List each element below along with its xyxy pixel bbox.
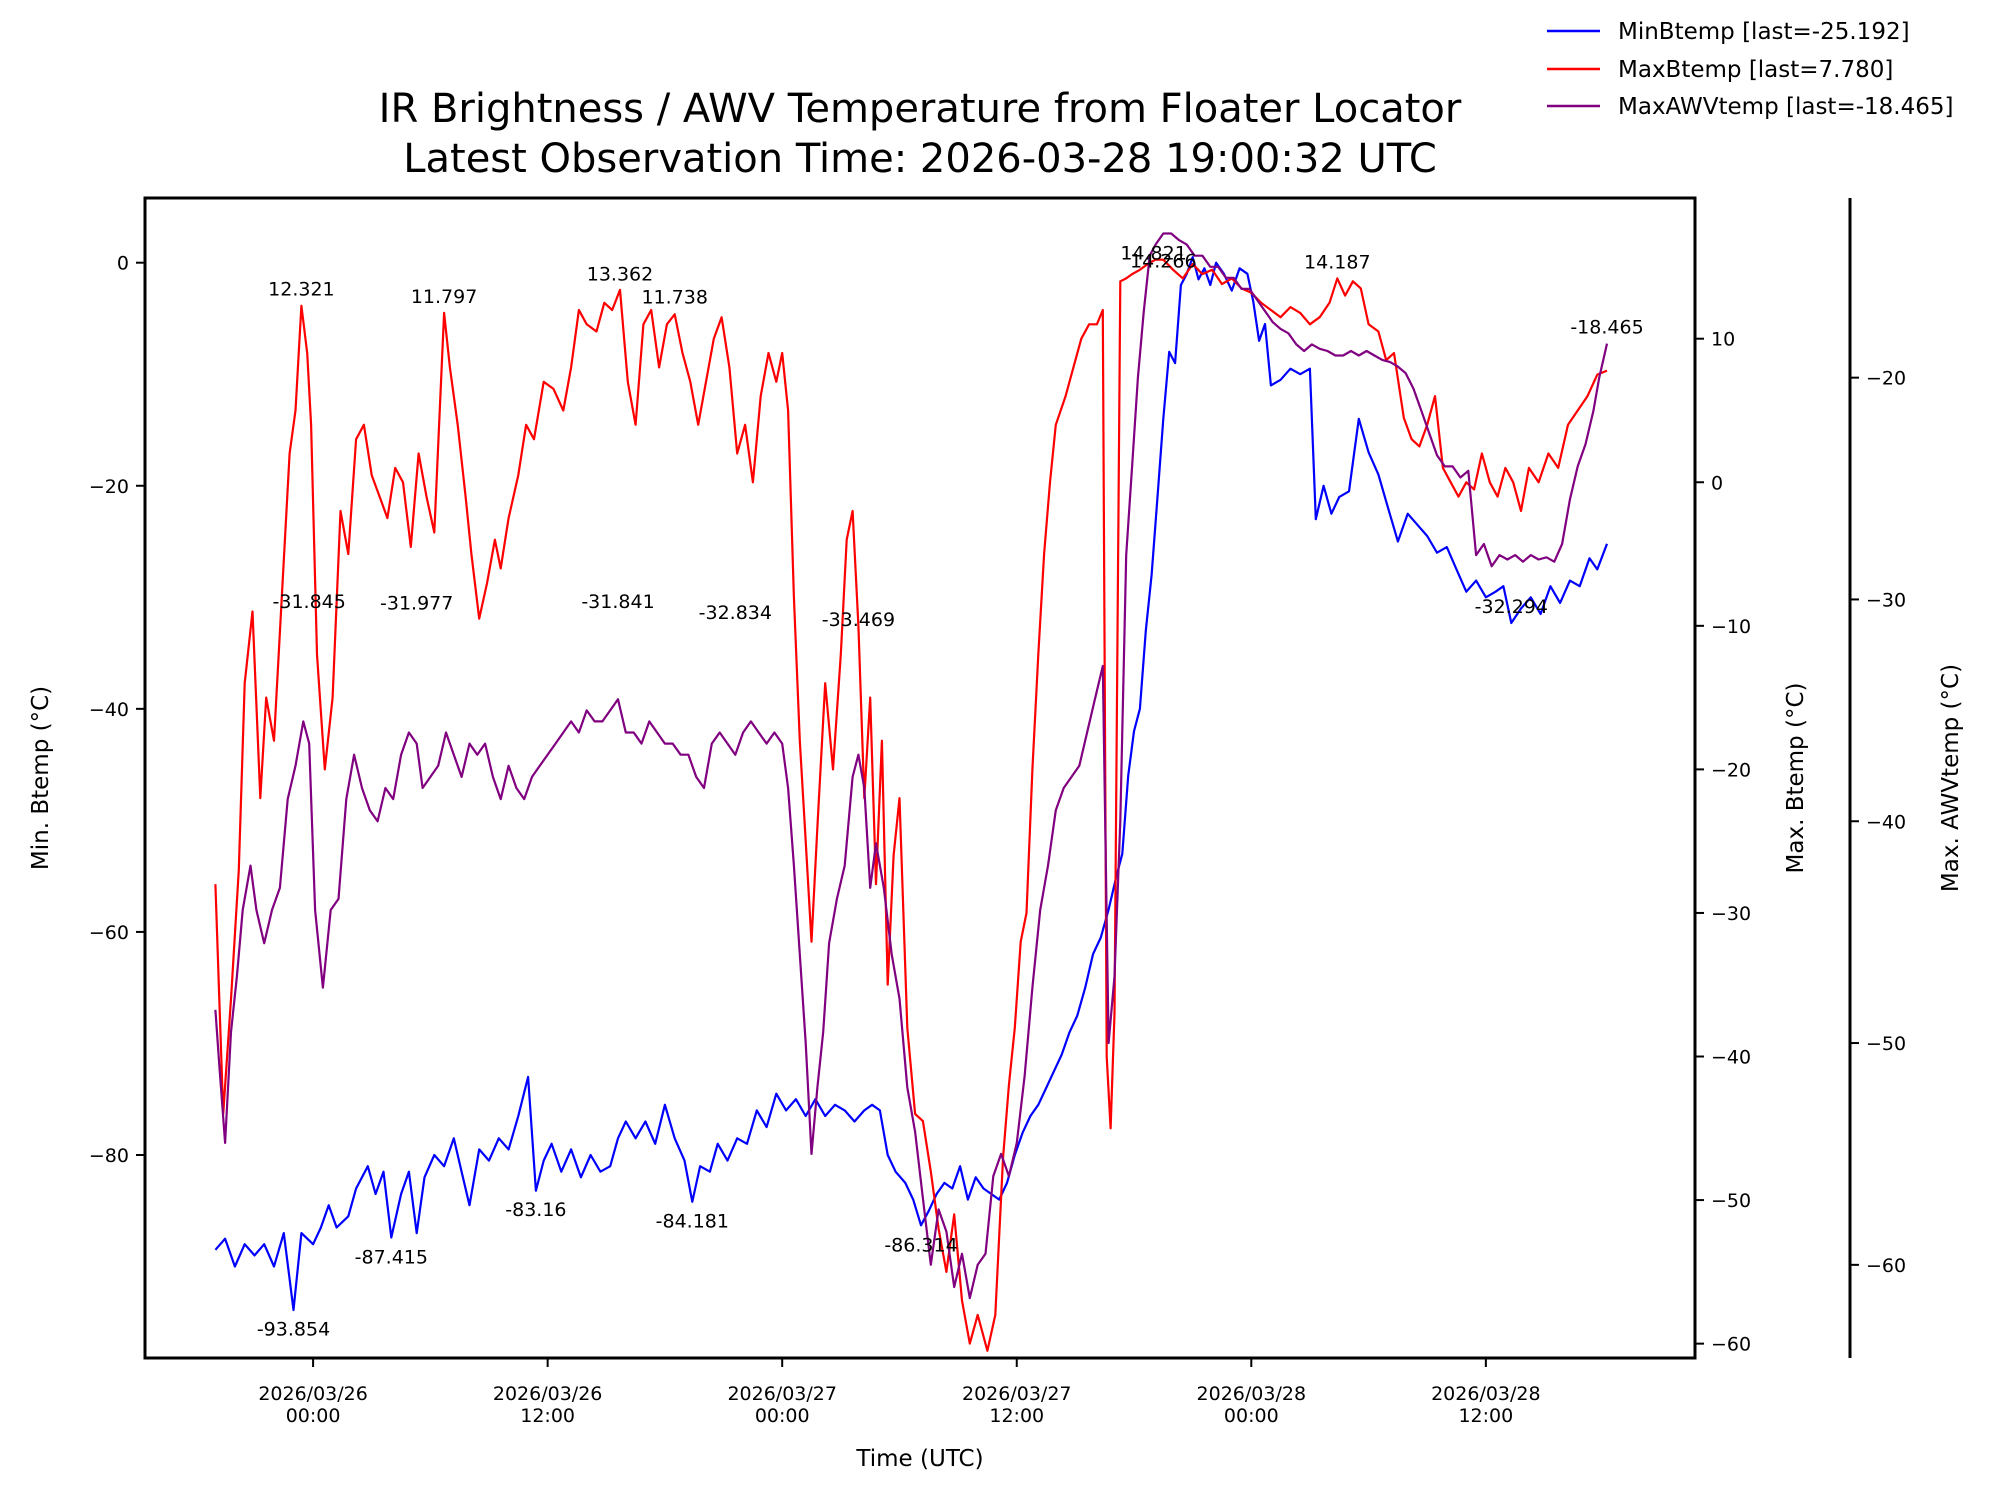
tick-label: −40 [1711, 1047, 1751, 1069]
annotation-label: 11.738 [641, 287, 707, 309]
series-line-1 [214, 258, 1608, 1352]
tick-label-time: 12:00 [1458, 1405, 1513, 1427]
annotation-label: -31.845 [273, 591, 346, 613]
annotation-label: -87.415 [355, 1247, 428, 1269]
tick-label: −40 [89, 699, 129, 721]
tick-label-date: 2026/03/26 [493, 1383, 603, 1405]
tick-label-time: 12:00 [520, 1405, 575, 1427]
tick-label: 10 [1711, 329, 1735, 351]
plot-frame [143, 196, 1697, 1360]
tick-label: −20 [1866, 368, 1906, 390]
tick-label: 0 [1711, 472, 1723, 494]
series-line-2 [214, 232, 1609, 1300]
tick-label: −40 [1866, 811, 1906, 833]
tick-label-time: 00:00 [286, 1405, 341, 1427]
annotation-label: 13.362 [587, 263, 653, 285]
x-axis-label: Time (UTC) [855, 1446, 983, 1472]
annotation-label: -33.469 [822, 609, 895, 631]
tick-label: −30 [1866, 589, 1906, 611]
tick-label-time: 00:00 [755, 1405, 810, 1427]
right2-axis-ticks: −20 −30 −40 −50 −60 [1850, 368, 1906, 1277]
tick-label: −20 [89, 476, 129, 498]
annotation-label: -31.977 [380, 592, 453, 614]
x-axis-ticks: 2026/03/2600:002026/03/2612:002026/03/27… [258, 1358, 1541, 1427]
annotation-label: -86.314 [884, 1234, 957, 1256]
tick-label: −60 [1866, 1255, 1906, 1277]
annotation-label: -18.465 [1570, 317, 1643, 339]
tick-label: −50 [1866, 1033, 1906, 1055]
tick-label: −10 [1711, 616, 1751, 638]
annotation-label: 14.266 [1130, 250, 1196, 272]
legend: MinBtemp [last=-25.192] MaxBtemp [last=7… [1547, 19, 1953, 120]
chart-title: IR Brightness / AWV Temperature from Flo… [379, 86, 1462, 132]
tick-label: −60 [1711, 1334, 1751, 1356]
legend-label-minbtemp: MinBtemp [last=-25.192] [1618, 19, 1910, 45]
tick-label-date: 2026/03/28 [1197, 1383, 1307, 1405]
annotation-label: 14.187 [1304, 252, 1370, 274]
annotation-label: -31.841 [581, 591, 654, 613]
tick-label: −20 [1711, 759, 1751, 781]
right-axis-ticks: 10 0 −10 −20 −30 −40 −50 −60 [1695, 329, 1751, 1356]
tick-label: −50 [1711, 1190, 1751, 1212]
left-axis-ticks: 0 −20 −40 −60 −80 [89, 253, 145, 1167]
tick-label: −60 [89, 922, 129, 944]
annotation-label: -84.181 [656, 1211, 729, 1233]
left-axis-label: Min. Btemp (°C) [28, 686, 54, 870]
right2-axis-label: Max. AWVtemp (°C) [1938, 664, 1964, 892]
legend-label-maxawvtemp: MaxAWVtemp [last=-18.465] [1618, 94, 1953, 120]
annotation-label: -93.854 [257, 1319, 330, 1341]
annotation-label: -83.16 [505, 1199, 566, 1221]
tick-label-date: 2026/03/27 [962, 1383, 1072, 1405]
tick-label-time: 12:00 [989, 1405, 1044, 1427]
tick-label-time: 00:00 [1224, 1405, 1279, 1427]
right-axis-label: Max. Btemp (°C) [1783, 683, 1809, 874]
series-line-0 [214, 256, 1609, 1312]
annotation-label: -32.294 [1475, 596, 1548, 618]
annotation-label: 11.797 [411, 286, 477, 308]
tick-label-date: 2026/03/26 [258, 1383, 368, 1405]
annotation-label: -32.834 [699, 602, 772, 624]
annotation-label: 12.321 [268, 278, 334, 300]
annotation-label: 14.821 [1120, 243, 1186, 265]
legend-label-maxbtemp: MaxBtemp [last=7.780] [1618, 57, 1893, 83]
tick-label-date: 2026/03/27 [727, 1383, 837, 1405]
plot-lines [214, 232, 1609, 1352]
tick-label-date: 2026/03/28 [1431, 1383, 1541, 1405]
tick-label: 0 [117, 253, 129, 275]
tick-label: −80 [89, 1145, 129, 1167]
chart-subtitle: Latest Observation Time: 2026-03-28 19:0… [403, 136, 1437, 182]
tick-label: −30 [1711, 903, 1751, 925]
